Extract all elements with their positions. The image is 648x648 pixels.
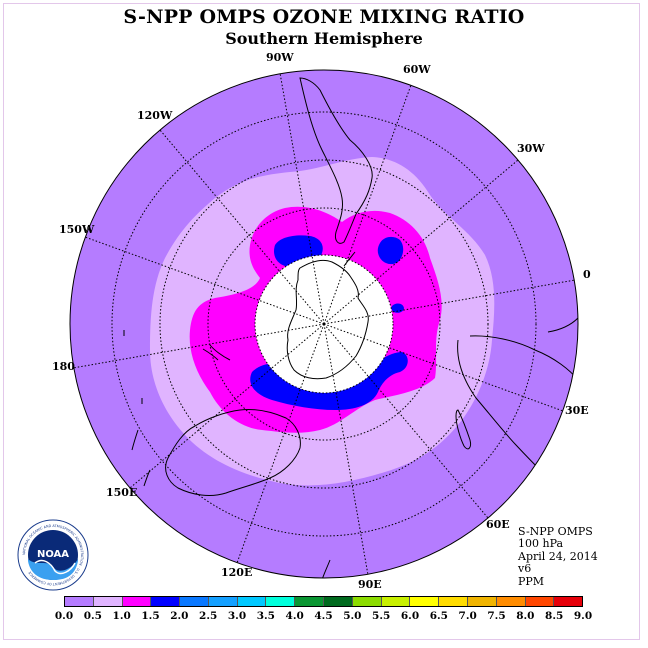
lon-label-180: 180 xyxy=(52,360,75,373)
color-bar-segment xyxy=(180,597,209,606)
color-bar-tick-label: 3.0 xyxy=(227,610,247,622)
lon-label-90e: 90E xyxy=(358,578,382,591)
color-bar-tick-label: 8.5 xyxy=(545,610,564,622)
color-bar-segment xyxy=(324,597,353,606)
color-bar-tick-label: 8.0 xyxy=(516,610,535,622)
lon-label-60w: 60W xyxy=(403,63,431,76)
color-bar-tick-label: 9.0 xyxy=(573,610,593,622)
noaa-logo-icon: NOAA NATIONAL OCEANIC AND ATMOSPHERIC AD… xyxy=(17,519,89,591)
info-instrument: S-NPP OMPS xyxy=(518,525,593,538)
lon-label-150e: 150E xyxy=(106,486,138,499)
color-bar-segment xyxy=(410,597,440,606)
color-bar-tick-label: 0.0 xyxy=(54,610,74,622)
color-bar-tick-label: 2.0 xyxy=(170,610,189,622)
lon-label-150w: 150W xyxy=(59,223,95,236)
color-bar-tick-label: 2.5 xyxy=(199,610,218,622)
figure-frame xyxy=(3,3,640,640)
color-bar-tick-label: 6.0 xyxy=(400,610,420,622)
lon-label-30e: 30E xyxy=(565,404,589,417)
info-level: 100 hPa xyxy=(518,537,564,551)
lon-label-30w: 30W xyxy=(517,142,545,155)
color-bar-tick-label: 7.5 xyxy=(487,610,506,622)
ozone-blob-blue-2 xyxy=(377,236,404,265)
south-pole-marker xyxy=(322,322,326,326)
color-bar-segment xyxy=(237,597,267,606)
lon-label-60e: 60E xyxy=(486,518,510,531)
color-bar-tick-label: 6.5 xyxy=(429,610,448,622)
color-bar-tick-label: 4.0 xyxy=(285,610,304,622)
color-bar-segment xyxy=(525,597,555,606)
color-bar-tick-label: 4.5 xyxy=(314,610,333,622)
color-bar-segment xyxy=(295,597,325,606)
color-bar-segment xyxy=(65,597,94,606)
color-bar-segment xyxy=(496,597,526,606)
color-bar-tick-label: 7.0 xyxy=(458,610,477,622)
color-bar-segment xyxy=(439,597,468,606)
info-block: S-NPP OMPS 100 hPa April 24, 2014 v6 PPM xyxy=(518,525,598,588)
noaa-logo-text: NOAA xyxy=(37,549,69,560)
map-rim xyxy=(69,69,579,579)
color-bar-segment xyxy=(352,597,382,606)
info-date: April 24, 2014 xyxy=(518,549,598,563)
color-bar-segment xyxy=(151,597,181,606)
color-bar-tick-label: 3.5 xyxy=(256,610,275,622)
lon-label-90w: 90W xyxy=(266,51,294,64)
color-bar-segment xyxy=(266,597,296,606)
lon-label-120w: 120W xyxy=(137,109,173,122)
color-bar-tick-label: 0.5 xyxy=(83,610,102,622)
lon-label-0: 0 xyxy=(583,268,591,281)
color-bar-segment xyxy=(208,597,238,606)
color-bar-segment xyxy=(122,597,152,606)
color-bar-segment xyxy=(554,597,583,606)
color-bar-tick-label: 5.0 xyxy=(343,610,362,622)
color-bar-ticks: 0.0 0.5 1.0 1.5 2.0 2.5 3.0 3.5 4.0 4.5 5.0 5.5 6.0 6… xyxy=(0,610,648,626)
lon-label-120e: 120E xyxy=(221,566,253,579)
color-bar-tick-label: 5.5 xyxy=(372,610,391,622)
map-subtitle: Southern Hemisphere xyxy=(225,29,423,48)
latitude-circles xyxy=(111,111,537,537)
color-bar-segment xyxy=(467,597,497,606)
info-units: PPM xyxy=(518,574,545,588)
color-bar-tick-label: 1.0 xyxy=(112,610,131,622)
info-version: v6 xyxy=(518,562,532,576)
coastlines xyxy=(123,77,578,578)
map-title: S-NPP OMPS OZONE MIXING RATIO xyxy=(123,6,525,28)
color-bar-tick-label: 1.5 xyxy=(141,610,160,622)
color-bar-segment xyxy=(93,597,123,606)
color-bar-segment xyxy=(381,597,411,606)
color-bar xyxy=(64,596,583,607)
